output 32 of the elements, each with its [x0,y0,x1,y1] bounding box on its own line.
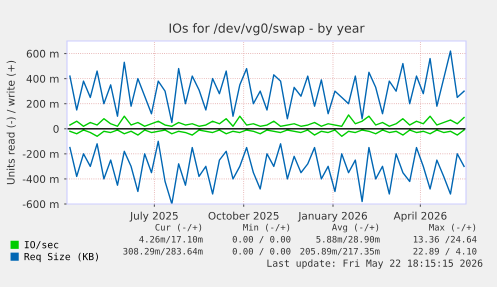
text: 0.00 / 0.00 [232,236,290,244]
chart-title: IOs for /dev/vg0/swap - by year [170,23,365,36]
y-tick-label: -600 m [22,200,58,208]
x-tick-label: April 2026 [394,212,447,222]
text: 308.29m/283.64m [123,248,203,256]
x-tick-label: July 2025 [130,212,178,222]
line-series [69,50,465,124]
text: Min (-/+) [243,224,290,232]
line-series [69,140,465,204]
y-tick-label: 200 m [26,100,58,108]
text: 4.26m/17.10m [139,236,203,244]
y-axis-title: Units read (-) / write (+) [6,60,16,184]
y-tick-label: 400 m [26,74,58,83]
text: 0.00 / 0.00 [232,248,290,256]
legend-label: Req Size (KB) [24,252,98,262]
text: 205.89m/217.35m [300,248,380,256]
y-tick-label: 0 [53,124,59,133]
line-series [69,114,465,127]
x-tick-label: January 2026 [298,212,367,222]
text: 5.88m/28.90m [316,236,380,244]
y-tick-label: -200 m [22,150,58,158]
x-tick-label: October 2025 [208,212,279,220]
line-series [69,129,465,137]
text: 22.89 / 4.10 [413,248,476,256]
legend-label: IO/sec [24,240,58,250]
text: Cur (-/+) [155,224,202,232]
y-tick-label: -400 m [22,175,58,184]
text: 13.36 /24.64 [414,236,477,244]
text: Last update: Fri May 22 18:15:15 2026 [267,259,482,269]
text: Avg (-/+) [332,224,378,232]
text: Max (-/+) [429,224,476,232]
y-tick-label: 600 m [26,50,58,58]
